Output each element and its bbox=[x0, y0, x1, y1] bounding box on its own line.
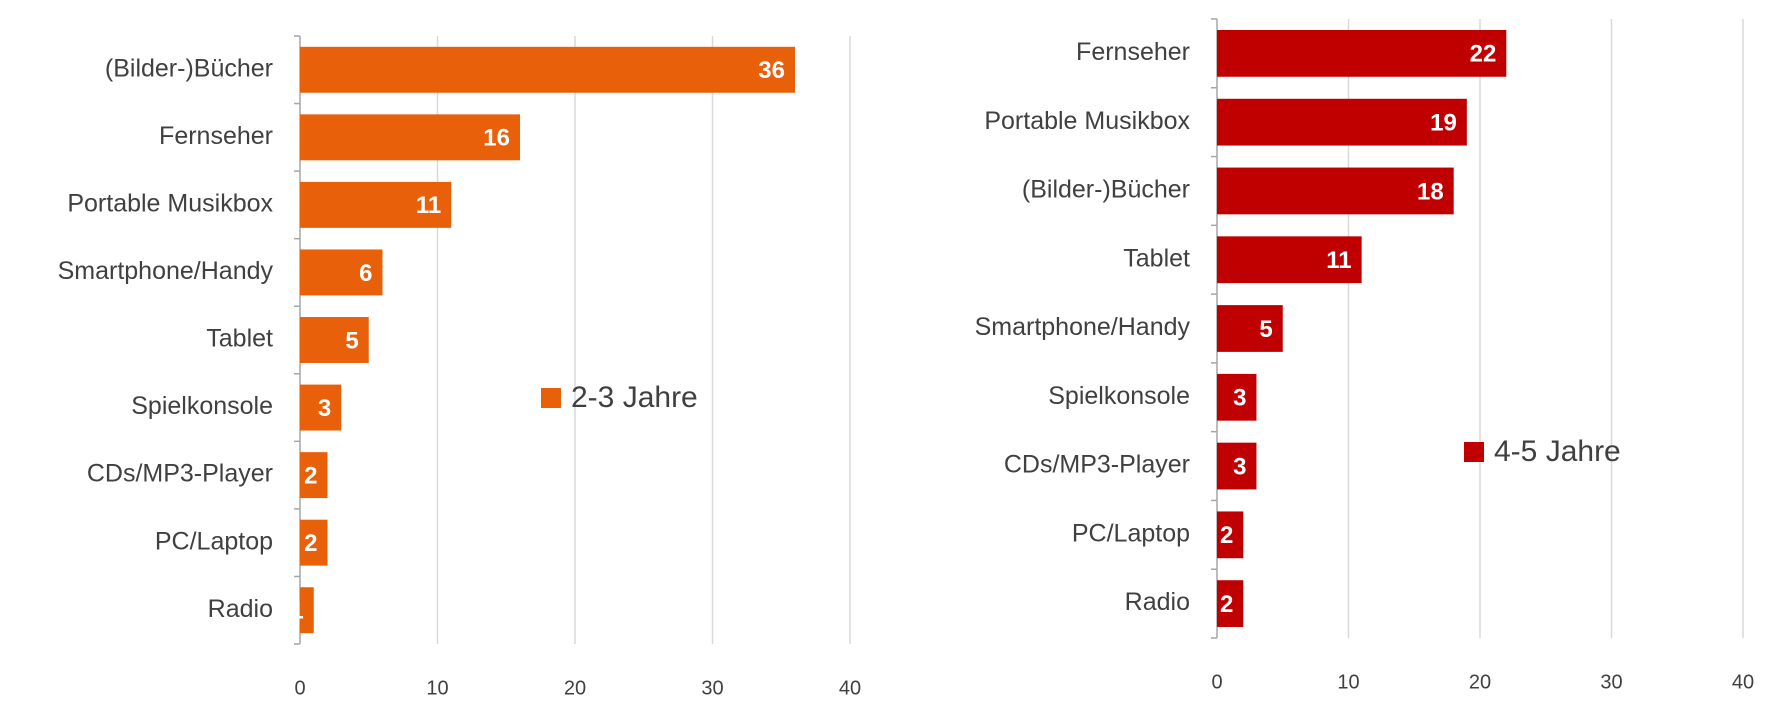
bar bbox=[300, 114, 520, 161]
legend-label: 4-5 Jahre bbox=[1494, 435, 1621, 468]
category-label: CDs/MP3-Player bbox=[1004, 451, 1190, 479]
x-tick-label: 10 bbox=[426, 677, 448, 699]
legend-label: 2-3 Jahre bbox=[571, 381, 698, 414]
x-tick-label: 10 bbox=[1337, 671, 1359, 693]
data-label: 6 bbox=[359, 260, 372, 287]
x-tick-label: 40 bbox=[839, 677, 861, 699]
bar bbox=[300, 249, 383, 296]
x-tick-label: 0 bbox=[294, 677, 305, 699]
x-tick-label: 30 bbox=[701, 677, 723, 699]
bar bbox=[300, 587, 314, 634]
data-label: 2 bbox=[1220, 522, 1233, 549]
bar bbox=[1217, 305, 1283, 352]
data-label: 3 bbox=[318, 395, 331, 422]
data-label: 36 bbox=[758, 57, 785, 84]
bar bbox=[300, 519, 328, 566]
x-tick-label: 20 bbox=[564, 677, 586, 699]
data-label: 1 bbox=[290, 598, 303, 625]
data-label: 16 bbox=[483, 125, 510, 152]
bar bbox=[300, 452, 328, 499]
bar bbox=[300, 384, 342, 431]
category-label: (Bilder-)Bücher bbox=[1022, 176, 1190, 204]
category-label: Spielkonsole bbox=[1048, 382, 1190, 410]
bar bbox=[300, 317, 369, 363]
category-label: Smartphone/Handy bbox=[58, 257, 274, 285]
bar bbox=[1217, 30, 1507, 77]
bar bbox=[300, 181, 452, 228]
category-label: Fernseher bbox=[159, 122, 273, 150]
legend-swatch bbox=[1464, 442, 1484, 462]
data-label: 3 bbox=[1233, 385, 1246, 412]
category-label: Fernseher bbox=[1076, 38, 1190, 66]
data-label: 2 bbox=[304, 462, 317, 489]
category-label: Radio bbox=[1125, 588, 1190, 616]
bar bbox=[1217, 442, 1257, 490]
data-label: 11 bbox=[1326, 247, 1351, 274]
data-label: 2 bbox=[1220, 591, 1233, 618]
bar bbox=[1217, 236, 1362, 284]
data-label: 2 bbox=[304, 530, 317, 557]
category-label: PC/Laptop bbox=[1072, 519, 1190, 547]
data-label: 3 bbox=[1233, 453, 1246, 480]
x-tick-label: 20 bbox=[1469, 671, 1491, 693]
category-label: Spielkonsole bbox=[131, 392, 273, 420]
category-label: PC/Laptop bbox=[155, 527, 273, 555]
category-label: Smartphone/Handy bbox=[975, 313, 1191, 341]
x-tick-label: 30 bbox=[1600, 671, 1622, 693]
x-tick-label: 40 bbox=[1732, 671, 1754, 693]
bar bbox=[1217, 580, 1244, 627]
category-label: Tablet bbox=[1123, 244, 1190, 272]
legend-swatch bbox=[541, 388, 561, 408]
bar bbox=[1217, 167, 1454, 215]
data-label: 11 bbox=[416, 192, 441, 219]
data-label: 19 bbox=[1430, 110, 1457, 137]
x-tick-label: 0 bbox=[1211, 671, 1222, 693]
category-label: Tablet bbox=[206, 325, 273, 353]
category-label: Portable Musikbox bbox=[984, 107, 1190, 135]
bar bbox=[1217, 98, 1467, 146]
bar bbox=[1217, 511, 1244, 559]
data-label: 5 bbox=[345, 327, 358, 354]
category-label: (Bilder-)Bücher bbox=[105, 54, 273, 82]
data-label: 22 bbox=[1470, 41, 1497, 68]
bar bbox=[1217, 373, 1257, 421]
bar bbox=[300, 46, 795, 93]
category-label: Radio bbox=[208, 595, 273, 623]
category-label: Portable Musikbox bbox=[67, 189, 273, 217]
data-label: 5 bbox=[1259, 316, 1272, 343]
category-label: CDs/MP3-Player bbox=[87, 460, 273, 488]
data-label: 18 bbox=[1417, 178, 1444, 205]
